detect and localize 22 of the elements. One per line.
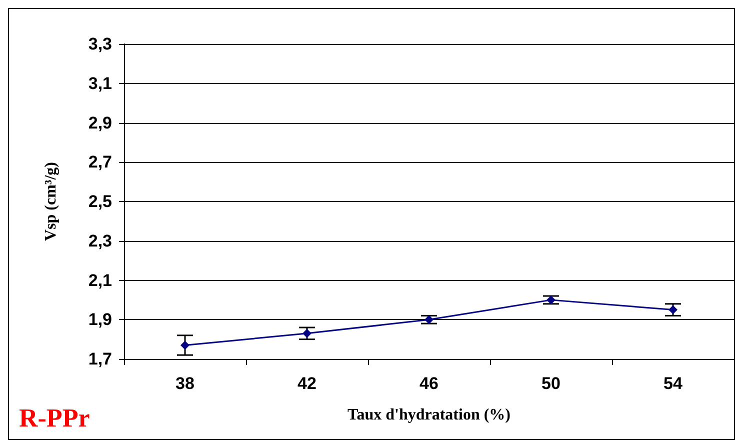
x-axis-title: Taux d'hydratation (%): [348, 406, 510, 424]
y-tick-label: 2,7: [88, 152, 112, 172]
y-tick-label: 1,9: [88, 310, 112, 330]
y-tick-label: 2,9: [88, 113, 112, 132]
x-tick-label: 54: [664, 374, 683, 393]
y-axis-title: Vsp (cm³/g): [42, 162, 60, 242]
x-tick-label: 38: [176, 374, 194, 393]
x-tick-label: 46: [420, 374, 438, 393]
y-tick-label: 2,3: [88, 231, 112, 250]
point: [424, 315, 434, 324]
x-tick-label: 50: [542, 374, 560, 393]
y-tick-label: 3,1: [88, 74, 112, 93]
y-tick-label: 3,3: [88, 34, 112, 54]
point: [546, 295, 556, 304]
y-tick-label: 2,1: [88, 270, 112, 290]
x-tick-label: 42: [298, 374, 316, 393]
point: [668, 305, 678, 314]
y-tick-label: 2,5: [88, 192, 112, 211]
text: R-PPr: [19, 404, 90, 432]
point: [180, 340, 190, 350]
y-tick-label: 1,7: [88, 350, 112, 368]
point: [302, 328, 312, 338]
